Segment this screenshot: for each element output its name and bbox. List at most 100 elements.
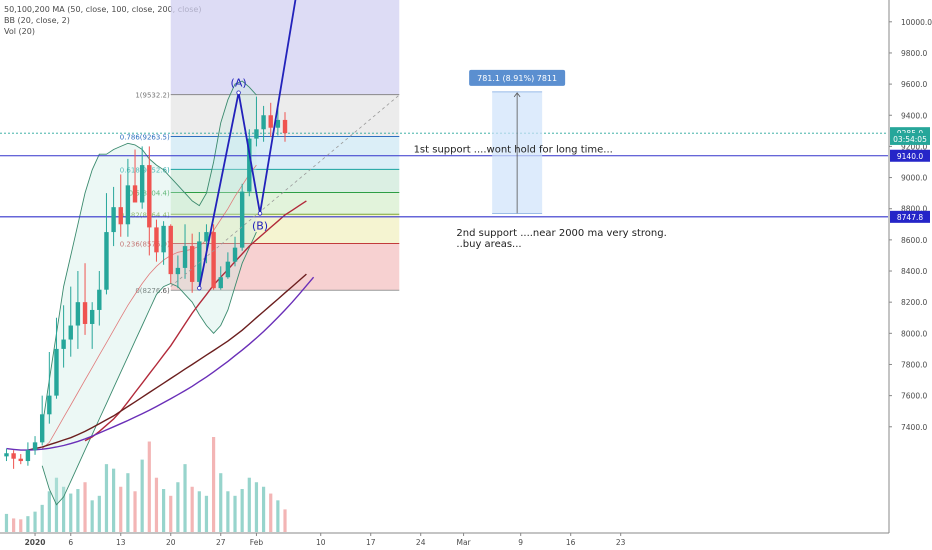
price-badge-label: 8747.8: [897, 213, 923, 222]
volume-bar: [104, 464, 109, 532]
candle-body: [104, 232, 109, 290]
candle-body: [225, 261, 231, 278]
trendline: [170, 94, 400, 287]
fib-level-label: 0(8276.6): [135, 287, 170, 295]
candle-body: [211, 232, 216, 289]
x-tick-label: 9: [518, 538, 523, 547]
fib-retracement: 0(8276.6)0.236(8576.9)0.382(8764.4)0.5(8…: [120, 0, 400, 295]
volume-bar: [4, 513, 9, 532]
measure-label-box: [469, 69, 566, 86]
fib-level-label: 0.236(8576.9): [120, 240, 170, 248]
x-tick-label: 10: [316, 538, 326, 547]
y-tick-label: 8400.0: [901, 267, 927, 276]
candle-body: [261, 115, 266, 130]
candle-body: [247, 138, 252, 192]
volume-bar: [97, 495, 101, 532]
volume-bar: [254, 482, 259, 532]
x-tick-label: 13: [116, 538, 126, 547]
volume-bar: [161, 489, 166, 532]
volume-bar: [240, 489, 244, 532]
candle-body: [275, 119, 281, 128]
candle-body: [282, 119, 288, 134]
legend-ma: 50,100,200 MA (50, close, 100, close, 20…: [4, 5, 202, 14]
x-tick-label: 20: [166, 538, 176, 547]
x-tick-label: 16: [566, 538, 576, 547]
candle-body: [139, 165, 145, 203]
volume-bar: [261, 486, 266, 532]
fib-zone: [170, 136, 400, 170]
candle-body: [182, 246, 188, 268]
volume-bar: [33, 511, 37, 532]
y-tick-label: 8800.0: [901, 205, 927, 214]
volume-bars: [4, 437, 287, 532]
candle-body: [161, 225, 166, 253]
volume-bar: [133, 491, 137, 532]
fib-level-label: 0.382(8764.4): [120, 211, 170, 219]
candle-body: [25, 450, 31, 462]
bollinger-bands: [41, 80, 257, 506]
candle-body: [111, 207, 116, 233]
volume-bar: [76, 489, 80, 532]
measure-label: 781.1 (8.91%) 7811: [477, 74, 557, 83]
volume-bar: [26, 516, 30, 532]
volume-bar: [226, 491, 230, 532]
wave-point: [257, 211, 263, 216]
annotation-text: 2nd support ....near 2000 ma very strong…: [456, 228, 666, 239]
candle-body: [189, 246, 195, 282]
volume-bar: [119, 486, 123, 532]
price-badge: [890, 210, 930, 223]
volume-bar: [276, 500, 280, 532]
candle-body: [254, 129, 259, 139]
candle-body: [218, 277, 223, 289]
moving-average-line: [6, 276, 315, 451]
price-badge: [890, 132, 930, 145]
volume-bar: [40, 504, 44, 532]
candle-body: [11, 453, 16, 459]
volume-bar: [233, 495, 237, 532]
y-tick-label: 8600.0: [901, 236, 927, 245]
legend-bb: BB (20, close, 2): [4, 16, 70, 25]
candle-body: [89, 309, 95, 324]
candle-body: [132, 185, 138, 203]
candle-body: [197, 241, 202, 282]
candle-body: [82, 302, 88, 324]
candle-body: [39, 414, 45, 443]
y-tick-label: 8000.0: [901, 329, 927, 338]
fib-zone: [170, 0, 400, 95]
candle-body: [75, 302, 81, 326]
y-tick-label: 9200.0: [901, 142, 927, 151]
candle-body: [168, 225, 173, 275]
measure-arrow-head: [513, 92, 521, 98]
annotations: 1st support ....wont hold for long time.…: [414, 145, 667, 250]
x-tick-label: Feb: [250, 538, 264, 547]
candles: [4, 96, 288, 469]
volume-bar: [112, 468, 116, 532]
volume-bar: [283, 509, 287, 532]
y-tick-label: 7600.0: [901, 392, 927, 401]
candle-body: [175, 267, 181, 275]
volume-bar: [183, 464, 187, 532]
y-tick-label: 9600.0: [901, 80, 927, 89]
annotation-text: 1st support ....wont hold for long time.…: [414, 145, 613, 156]
candle-body: [147, 165, 152, 228]
fib-level-label: 0.618(9052.6): [120, 166, 170, 174]
y-axis-ticks: 7400.0 7600.0 7800.0 8000.0 8200.0 8400.0 8600…: [889, 18, 932, 432]
volume-bar: [154, 477, 159, 532]
y-tick-label: 9800.0: [901, 49, 927, 58]
x-axis-ticks: 2020 6 13 20 27 Feb 10 17 24 Mar 9 16 23: [25, 533, 626, 547]
candle-body: [97, 289, 102, 310]
volume-bar: [12, 518, 16, 532]
candle-body: [54, 348, 59, 396]
candle-body: [125, 185, 131, 225]
bollinger-basis: [41, 164, 257, 449]
volume-bar: [211, 437, 216, 532]
volume-bar: [90, 500, 94, 532]
measure-box: 781.1 (8.91%) 7811: [469, 69, 566, 214]
candle-body: [268, 115, 273, 128]
x-tick-label: 27: [216, 538, 226, 547]
volume-bar: [169, 495, 173, 532]
candle-body: [118, 207, 123, 225]
volume-bar: [197, 491, 201, 532]
